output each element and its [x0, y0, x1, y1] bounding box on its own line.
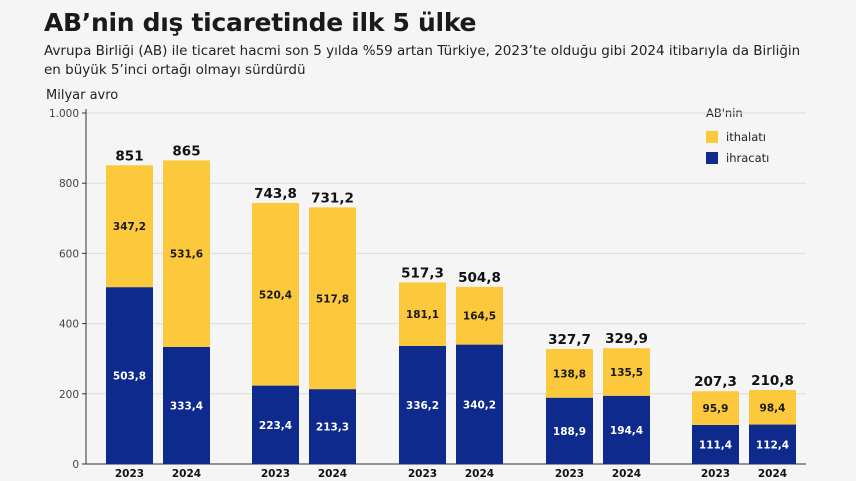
import-value-label: 347,2 [113, 221, 146, 233]
bar-import [603, 348, 650, 396]
bar-export [692, 424, 739, 464]
import-value-label: 135,5 [610, 367, 643, 379]
x-tick-label: 2023 [701, 468, 730, 480]
y-tick-label: 400 [59, 319, 79, 331]
total-value-label: 743,8 [254, 186, 297, 202]
y-tick-label: 600 [59, 248, 79, 260]
import-value-label: 98,4 [760, 402, 786, 414]
x-tick-label: 2024 [172, 468, 201, 480]
export-value-label: 188,9 [553, 426, 586, 438]
export-value-label: 340,2 [463, 399, 496, 411]
bar-import [106, 165, 153, 288]
export-value-label: 336,2 [406, 400, 439, 412]
total-value-label: 851 [115, 148, 143, 164]
bar-import [546, 348, 593, 398]
y-tick-label: 200 [59, 389, 79, 401]
x-tick-label: 2023 [408, 468, 437, 480]
export-value-label: 333,4 [170, 400, 203, 412]
bar-export [106, 287, 153, 464]
x-tick-label: 2024 [318, 468, 347, 480]
total-value-label: 731,2 [311, 190, 354, 206]
total-value-label: 504,8 [458, 270, 501, 286]
x-tick-label: 2024 [612, 468, 641, 480]
bar-export [163, 346, 210, 464]
bar-import [252, 202, 299, 386]
x-tick-label: 2023 [115, 468, 144, 480]
bar-export [603, 395, 650, 464]
export-value-label: 213,3 [316, 422, 349, 434]
y-axis-label: Milyar avro [46, 88, 119, 103]
bar-import [399, 282, 446, 346]
legend-label-import: ithalatı [726, 130, 766, 144]
x-tick-label: 2024 [465, 468, 494, 480]
chart-title: AB’nin dış ticaretinde ilk 5 ülke [44, 8, 477, 37]
export-value-label: 503,8 [113, 371, 146, 383]
bar-export [456, 344, 503, 464]
total-value-label: 517,3 [401, 265, 444, 281]
total-value-label: 327,7 [548, 332, 591, 348]
bar-import [692, 391, 739, 425]
bar-import [749, 390, 796, 425]
y-tick-label: 0 [72, 459, 79, 471]
chart-subtitle: Avrupa Birliği (AB) ile ticaret hacmi so… [44, 43, 801, 78]
total-value-label: 329,9 [605, 331, 648, 347]
bar-export [399, 345, 446, 464]
bar-import [309, 207, 356, 390]
export-value-label: 194,4 [610, 425, 643, 437]
legend-swatch-export [706, 152, 718, 164]
export-value-label: 112,4 [756, 439, 789, 451]
import-value-label: 164,5 [463, 311, 496, 323]
legend: AB'nin ithalatı ihracatı [706, 106, 769, 172]
legend-label-export: ihracatı [726, 151, 770, 165]
x-tick-label: 2024 [758, 468, 787, 480]
y-tick-label: 800 [59, 178, 79, 190]
import-value-label: 138,8 [553, 368, 586, 380]
bar-export [546, 397, 593, 464]
y-tick-label: 1.000 [49, 108, 79, 120]
x-tick-label: 2023 [555, 468, 584, 480]
legend-item-import: ithalatı [706, 130, 769, 144]
bar-import [456, 286, 503, 345]
total-value-label: 865 [172, 143, 200, 159]
bar-import [163, 160, 210, 347]
total-value-label: 207,3 [694, 374, 737, 390]
export-value-label: 223,4 [259, 420, 292, 432]
import-value-label: 531,6 [170, 249, 203, 261]
export-value-label: 111,4 [699, 439, 732, 451]
total-value-label: 210,8 [751, 373, 794, 389]
bar-export [749, 424, 796, 464]
import-value-label: 181,1 [406, 309, 439, 321]
import-value-label: 520,4 [259, 289, 292, 301]
x-tick-label: 2023 [261, 468, 290, 480]
import-value-label: 517,8 [316, 293, 349, 305]
bar-export [309, 389, 356, 464]
bar-export [252, 385, 299, 464]
legend-item-export: ihracatı [706, 151, 769, 165]
legend-swatch-import [706, 131, 718, 143]
import-value-label: 95,9 [703, 403, 729, 415]
